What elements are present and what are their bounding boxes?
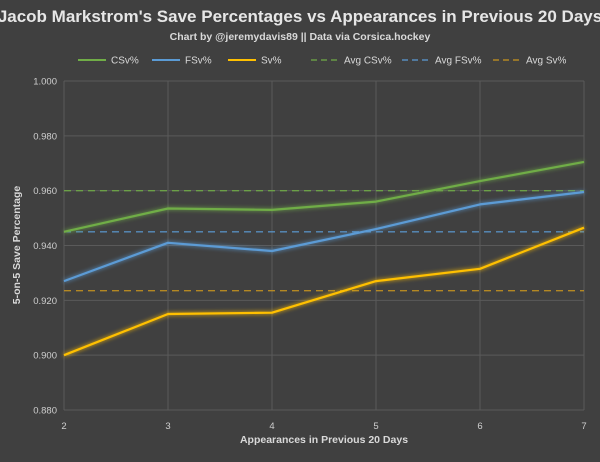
x-axis-ticks: 2 3 4 5 6 7 <box>61 421 586 432</box>
x-tick-label: 5 <box>373 421 378 432</box>
y-axis-ticks: 0.880 0.900 0.920 0.940 0.960 0.980 1.000 <box>33 77 57 417</box>
x-axis-title: Appearances in Previous 20 Days <box>240 434 408 446</box>
chart-title: Jacob Markstrom's Save Percentages vs Ap… <box>0 7 600 26</box>
legend-label-csv: CSv% <box>111 56 139 67</box>
series-line-sv <box>63 226 585 357</box>
x-tick-label: 2 <box>61 421 66 432</box>
y-axis-title: 5-on-5 Save Percentage <box>11 186 23 305</box>
y-tick-label: 0.900 <box>33 351 57 362</box>
x-tick-label: 7 <box>581 421 586 432</box>
y-tick-label: 1.000 <box>33 77 57 88</box>
legend-label-avg-csv: Avg CSv% <box>344 56 392 67</box>
chart-subtitle: Chart by @jeremydavis89 || Data via Cors… <box>170 31 431 43</box>
y-tick-label: 0.920 <box>33 296 57 307</box>
legend-label-sv: Sv% <box>261 56 282 67</box>
legend: CSv% FSv% Sv% Avg CSv% Avg FSv% Avg Sv% <box>78 56 566 67</box>
y-tick-label: 0.880 <box>33 406 57 417</box>
series-lines <box>63 160 585 357</box>
legend-label-avg-sv: Avg Sv% <box>526 56 566 67</box>
series-line-csv <box>63 160 585 233</box>
series-line-fsv <box>63 190 585 283</box>
x-tick-label: 6 <box>477 421 482 432</box>
y-tick-label: 0.980 <box>33 131 57 142</box>
y-tick-label: 0.960 <box>33 186 57 197</box>
legend-label-fsv: FSv% <box>185 56 212 67</box>
y-tick-label: 0.940 <box>33 241 57 252</box>
legend-label-avg-fsv: Avg FSv% <box>435 56 482 67</box>
x-tick-label: 3 <box>165 421 170 432</box>
x-tick-label: 4 <box>269 421 274 432</box>
